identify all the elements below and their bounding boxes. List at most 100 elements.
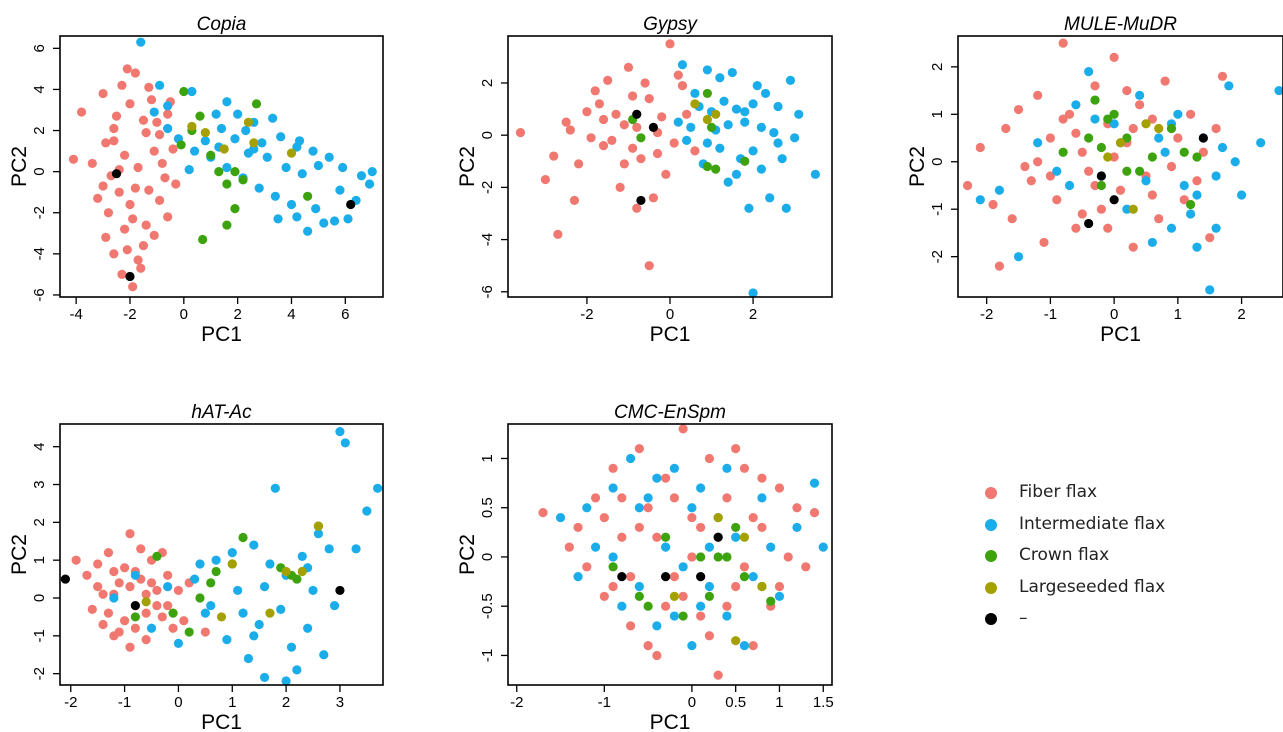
point-unassigned-2 [346,199,356,210]
x-axis-label: PC1 [201,711,242,732]
point-intermediate-flax-33 [686,122,696,132]
legend-marker-fiber-flax [985,487,997,499]
point-intermediate-flax-29 [682,135,692,145]
point-intermediate-flax-8 [276,132,286,142]
point-intermediate-flax-28 [340,438,350,448]
point-crown-flax-8 [739,572,750,582]
point-intermediate-flax-11 [785,75,796,85]
point-fiber-flax-12 [128,282,138,292]
point-fiber-flax-11 [117,269,127,279]
point-intermediate-flax-29 [748,572,758,582]
point-fiber-flax-23 [757,522,767,533]
x-tick-label: 2 [749,306,757,323]
panel-gypsy: -2 0 2 2 0 -2 -4 -6 Gypsy PC1 PC2 [456,14,833,346]
point-fiber-flax-23 [1128,242,1138,252]
point-crown-flax-10 [230,167,240,177]
point-fiber-flax-14 [678,424,688,434]
point-intermediate-flax-21 [1217,142,1228,153]
point-fiber-flax-27 [792,503,802,513]
point-intermediate-flax-39 [273,214,283,224]
y-tick-label: -2 [479,181,496,194]
point-fiber-flax-28 [1160,76,1170,86]
panel-title: Copia [197,14,247,35]
y-tick-label: 2 [31,126,48,134]
point-fiber-flax-20 [731,581,741,592]
point-intermediate-flax-11 [249,540,259,550]
point-fiber-flax-15 [648,193,658,203]
point-intermediate-flax-0 [109,593,119,603]
plot-frame [59,35,384,298]
point-fiber-flax-27 [136,544,146,554]
point-fiber-flax-15 [687,512,697,523]
point-intermediate-flax-0 [136,37,146,47]
point-crown-flax-4 [222,179,232,189]
point-unassigned-1 [636,195,646,206]
point-largeseeded-flax-4 [313,521,323,531]
point-intermediate-flax-2 [163,101,173,111]
point-intermediate-flax-42 [294,136,305,146]
point-intermediate-flax-7 [643,493,653,503]
point-intermediate-flax-4 [1052,166,1062,176]
point-intermediate-flax-1 [130,570,140,580]
y-tick-label: 1 [929,110,946,118]
y-tick-label: -4 [479,233,496,246]
point-fiber-flax-43 [122,245,132,255]
point-intermediate-flax-41 [268,113,278,123]
point-fiber-flax-26 [1147,114,1157,124]
point-intermediate-flax-5 [625,453,636,464]
point-intermediate-flax-13 [1166,223,1177,233]
point-intermediate-flax-28 [233,109,243,119]
point-largeseeded-flax-1 [731,636,741,646]
panel-cmc-enspm: -2 -1 0 0.5 1 1.5 1 0.5 0 -0.5 -1 CMC-EnSpm PC1 PC2 [456,402,834,732]
x-tick-label: 2 [233,306,241,323]
point-fiber-flax-14 [644,94,654,104]
point-fiber-flax-10 [1045,133,1056,143]
point-largeseeded-flax-2 [1141,119,1151,129]
point-intermediate-flax-24 [1256,138,1266,148]
point-fiber-flax-5 [1007,214,1017,224]
point-fiber-flax-26 [783,552,793,562]
point-intermediate-flax-3 [608,483,618,493]
point-intermediate-flax-12 [687,641,697,651]
point-intermediate-flax-14 [704,581,715,592]
point-crown-flax-2 [195,593,205,603]
point-largeseeded-flax-2 [249,138,259,148]
point-intermediate-flax-13 [696,483,706,493]
point-intermediate-flax-35 [364,179,375,189]
point-crown-flax-5 [636,133,646,143]
point-fiber-flax-37 [643,641,653,651]
point-crown-flax-6 [222,220,232,230]
point-intermediate-flax-9 [769,127,779,138]
point-intermediate-flax-16 [723,177,733,187]
point-fiber-flax-11 [652,650,662,661]
point-fiber-flax-24 [574,159,584,169]
point-largeseeded-flax-1 [243,117,254,127]
point-intermediate-flax-32 [297,169,307,179]
legend-item-fiber-flax: Fiber flax [985,480,1245,512]
legend-label-crown-flax: Crown flax [1019,545,1110,565]
point-intermediate-flax-10 [308,146,318,156]
point-fiber-flax-42 [101,232,111,243]
point-fiber-flax-0 [515,127,526,138]
x-tick-label: 0.5 [725,694,746,711]
point-fiber-flax-2 [549,151,559,161]
point-fiber-flax-10 [643,503,653,513]
point-fiber-flax-24 [141,589,151,599]
point-intermediate-flax-24 [818,542,828,552]
point-fiber-flax-33 [98,589,108,599]
point-intermediate-flax-5 [731,169,742,179]
point-fiber-flax-35 [141,608,151,618]
point-fiber-flax-49 [774,581,785,592]
y-tick-label: -1 [479,649,496,662]
point-fiber-flax-41 [669,493,679,503]
point-intermediate-flax-21 [254,183,264,193]
point-fiber-flax-11 [1052,195,1062,205]
point-fiber-flax-35 [739,562,750,572]
point-crown-flax-0 [1058,147,1068,157]
point-intermediate-flax-21 [303,623,313,633]
point-fiber-flax-32 [661,601,671,611]
point-intermediate-flax-25 [324,544,334,554]
point-fiber-flax-7 [1026,176,1036,186]
point-fiber-flax-33 [130,183,140,193]
point-fiber-flax-28 [152,600,162,611]
